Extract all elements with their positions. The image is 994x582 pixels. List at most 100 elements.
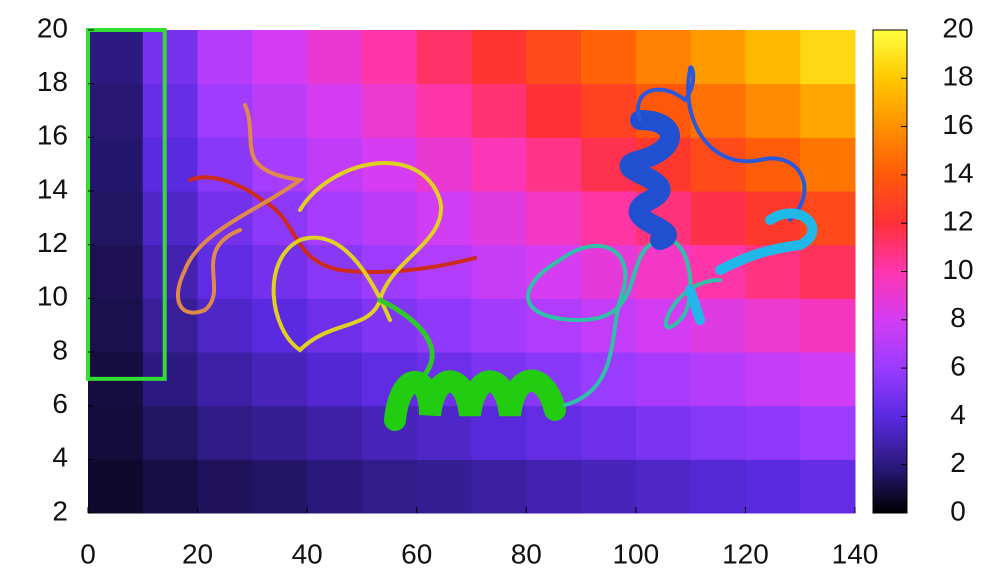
highlight-box bbox=[86, 28, 167, 381]
x-tick-label: 20 bbox=[182, 538, 213, 569]
x-tick-label: 80 bbox=[511, 538, 542, 569]
colorbar-tick-label: 14 bbox=[942, 157, 973, 188]
heat-cell bbox=[361, 459, 418, 514]
heat-cell bbox=[142, 83, 199, 138]
heat-cell bbox=[416, 137, 472, 192]
colorbar-tick-label: 0 bbox=[950, 495, 966, 526]
x-tick-label: 140 bbox=[832, 538, 879, 569]
heat-cell bbox=[142, 405, 199, 460]
heat-cell bbox=[635, 30, 692, 85]
heat-cell bbox=[197, 83, 253, 138]
heat-cell bbox=[800, 244, 856, 299]
heat-cell bbox=[197, 459, 253, 514]
heat-cell bbox=[690, 405, 746, 460]
y-tick-label: 6 bbox=[52, 388, 68, 419]
heat-cell bbox=[745, 83, 801, 138]
heat-cell bbox=[361, 83, 418, 138]
y-tick-label: 20 bbox=[37, 12, 68, 43]
heat-cell bbox=[690, 459, 746, 514]
y-tick-label: 4 bbox=[52, 442, 68, 473]
heatmap bbox=[88, 30, 856, 514]
helix-blue bbox=[619, 110, 680, 250]
heat-cell bbox=[526, 30, 582, 85]
heat-cell bbox=[88, 30, 144, 85]
heat-cell bbox=[416, 191, 472, 246]
heat-cell bbox=[471, 137, 527, 192]
ribbon-red bbox=[188, 175, 477, 274]
ribbon-yellow bbox=[271, 161, 444, 353]
heat-cell bbox=[142, 30, 199, 85]
heat-cell bbox=[690, 191, 746, 246]
heat-cell bbox=[526, 137, 582, 192]
colorbar-tick-label: 8 bbox=[950, 302, 966, 333]
heat-cell bbox=[197, 30, 253, 85]
heat-cell bbox=[142, 244, 199, 299]
heat-cell bbox=[307, 83, 363, 138]
heat-cell bbox=[745, 459, 801, 514]
heat-cell bbox=[581, 298, 637, 353]
heat-cell bbox=[252, 83, 308, 138]
ribbon-teal bbox=[526, 237, 722, 407]
heat-cell bbox=[471, 459, 527, 514]
colorbar-tick-label: 4 bbox=[950, 399, 966, 430]
heat-cell bbox=[635, 298, 692, 353]
heat-cell bbox=[800, 405, 856, 460]
heat-cell bbox=[800, 137, 856, 192]
y-tick-label: 10 bbox=[37, 281, 68, 312]
x-tick-label: 100 bbox=[612, 538, 659, 569]
heat-cell bbox=[471, 244, 527, 299]
heat-cell bbox=[471, 83, 527, 138]
y-tick-label: 18 bbox=[37, 66, 68, 97]
heat-cell bbox=[635, 352, 692, 407]
y-tick-label: 16 bbox=[37, 120, 68, 151]
heat-cell bbox=[416, 30, 472, 85]
heat-cell bbox=[197, 244, 253, 299]
heat-cell bbox=[690, 352, 746, 407]
heat-cell bbox=[88, 244, 144, 299]
heat-cell bbox=[416, 83, 472, 138]
heat-cell bbox=[581, 191, 637, 246]
y-tick-label: 2 bbox=[52, 495, 68, 526]
heat-cell bbox=[471, 191, 527, 246]
x-tick-label: 40 bbox=[292, 538, 323, 569]
heat-cell bbox=[800, 30, 856, 85]
y-tick-label: 8 bbox=[52, 334, 68, 365]
heat-cell bbox=[800, 459, 856, 514]
heat-cell bbox=[88, 191, 144, 246]
heat-cell bbox=[142, 459, 199, 514]
heat-cell bbox=[416, 298, 472, 353]
heat-cell bbox=[307, 298, 363, 353]
heat-cell bbox=[745, 30, 801, 85]
heat-cell bbox=[88, 83, 144, 138]
heat-cell bbox=[88, 137, 144, 192]
heat-cell bbox=[88, 459, 144, 514]
heat-cell bbox=[416, 244, 472, 299]
ribbon-green bbox=[377, 297, 435, 383]
heat-cell bbox=[745, 405, 801, 460]
x-tick-label: 120 bbox=[722, 538, 769, 569]
protein-structures bbox=[175, 65, 818, 431]
heat-cell bbox=[361, 191, 418, 246]
heat-cell bbox=[197, 137, 253, 192]
x-tick-label: 0 bbox=[80, 538, 96, 569]
heat-cell bbox=[581, 459, 637, 514]
x-tick-label: 60 bbox=[401, 538, 432, 569]
heat-cell bbox=[526, 459, 582, 514]
heat-cell bbox=[690, 30, 746, 85]
colorbar-tick-label: 10 bbox=[942, 254, 973, 285]
heat-cell bbox=[526, 298, 582, 353]
heat-cell bbox=[197, 352, 253, 407]
colorbar-tick-label: 12 bbox=[942, 206, 973, 237]
heat-cell bbox=[745, 298, 801, 353]
heat-cell bbox=[307, 137, 363, 192]
heat-cell bbox=[307, 405, 363, 460]
heat-cell bbox=[416, 459, 472, 514]
heat-cell bbox=[252, 352, 308, 407]
heat-cell bbox=[88, 298, 144, 353]
ribbon-cyan bbox=[685, 208, 818, 325]
colorbar-tick-label: 20 bbox=[942, 12, 973, 43]
heat-cell bbox=[471, 30, 527, 85]
heat-cell bbox=[800, 352, 856, 407]
